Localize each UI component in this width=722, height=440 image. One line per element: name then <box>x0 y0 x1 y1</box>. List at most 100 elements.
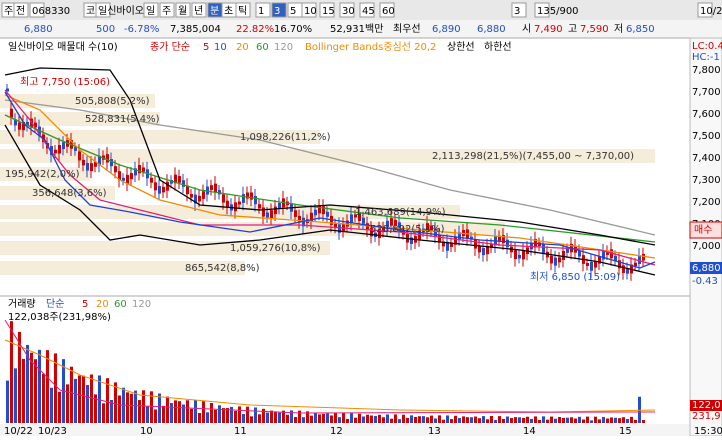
toolbar-item: 월 <box>178 5 187 17</box>
candle-body <box>502 235 505 244</box>
candle-body <box>446 241 449 251</box>
volume-bar <box>474 416 477 423</box>
toolbar-button[interactable] <box>29 2 45 18</box>
time-label: 15:30 <box>694 426 722 436</box>
toolbar-button[interactable] <box>697 2 713 18</box>
info-best-label: 최우선 <box>393 23 421 35</box>
volume-legend: 120 <box>132 299 151 310</box>
toolbar-button[interactable] <box>13 2 29 18</box>
toolbar-item: 분 <box>210 5 219 17</box>
volume-bar <box>590 420 593 423</box>
candle-body <box>478 246 481 253</box>
volume-legend: 거래량 <box>8 298 36 310</box>
volume-bar <box>502 418 505 423</box>
volume-bar <box>542 416 545 423</box>
candle-body <box>550 255 553 264</box>
candle-body <box>250 192 253 200</box>
candle-body <box>514 250 517 260</box>
candle-body <box>398 222 401 232</box>
candle-body <box>618 260 621 269</box>
toolbar-button[interactable] <box>511 2 527 18</box>
volume-bar <box>270 410 273 423</box>
toolbar-button[interactable] <box>235 2 251 18</box>
x-tick-label: 12 <box>330 426 343 436</box>
toolbar-button[interactable] <box>379 2 395 18</box>
volume-bar <box>534 416 537 423</box>
toolbar-button[interactable] <box>255 2 271 18</box>
toolbar-button[interactable] <box>271 2 287 18</box>
volume-bar <box>102 403 105 423</box>
volume-bar <box>386 414 389 423</box>
y-tick-label: 7,000 <box>692 241 721 252</box>
volume-bar <box>294 417 297 423</box>
toolbar-button[interactable] <box>175 2 191 18</box>
toolbar-button[interactable] <box>95 2 111 18</box>
candle-body <box>34 122 37 128</box>
candle-body <box>166 181 169 191</box>
candle-body <box>330 215 333 225</box>
buy-button[interactable] <box>689 221 722 239</box>
toolbar-button[interactable] <box>339 2 355 18</box>
volume-bar <box>282 410 285 423</box>
volume-bar <box>298 410 301 423</box>
info-low-label: 저 <box>614 23 623 35</box>
corner-label: HC:-1 <box>692 52 720 63</box>
volume-bar <box>498 416 501 423</box>
profile-label: 195,942(2,0%) <box>5 169 80 180</box>
toolbar-button[interactable] <box>159 2 175 18</box>
legend-item: 120 <box>274 42 293 53</box>
x-tick-label: 11 <box>234 426 247 436</box>
volume-bar <box>602 416 605 423</box>
volume-bar <box>434 418 437 423</box>
x-tick-label: 14 <box>523 426 536 436</box>
info-high: 7,590 <box>580 24 609 35</box>
candle-body <box>382 227 385 232</box>
candle-body <box>10 108 13 118</box>
candle-body <box>90 163 93 172</box>
candle-body <box>566 248 569 253</box>
volume-bar <box>242 413 245 423</box>
candle-body <box>590 261 593 271</box>
y-tick-label: 7,400 <box>692 153 721 164</box>
volume-bar <box>198 412 201 423</box>
volume-bar <box>546 419 549 423</box>
toolbar-button[interactable] <box>359 2 375 18</box>
volume-legend: 60 <box>114 299 127 310</box>
candle-body <box>58 144 61 154</box>
volume-bar <box>346 418 349 423</box>
volume-bar <box>410 415 413 423</box>
toolbar-button[interactable] <box>319 2 335 18</box>
volume-bar <box>358 413 361 423</box>
x-tick-label: 15 <box>619 426 632 436</box>
volume-bar <box>486 419 489 423</box>
volume-bar <box>634 419 637 423</box>
legend-item: 종가 단순 <box>150 41 190 53</box>
toolbar-button[interactable] <box>301 2 317 18</box>
volume-bar <box>450 419 453 423</box>
toolbar-button[interactable] <box>534 2 550 18</box>
volume-bar <box>94 394 97 423</box>
toolbar-button[interactable] <box>143 2 159 18</box>
candle-body <box>194 194 197 204</box>
profile-label: 2,113,298(21,5%)(7,455,00 ~ 7,370,00) <box>432 151 634 162</box>
y-tick-label: 7,500 <box>692 131 721 142</box>
volume-bar <box>514 417 517 423</box>
volume-bar <box>98 375 101 423</box>
toolbar-item: 일신바이오 <box>98 5 144 17</box>
volume-bars <box>6 321 645 423</box>
info-open: 7,490 <box>534 24 563 35</box>
toolbar-button[interactable] <box>191 2 207 18</box>
candle-body <box>634 262 637 267</box>
candle-body <box>426 223 429 233</box>
volume-bar <box>70 366 73 423</box>
y-tick-label: 7,300 <box>692 175 721 186</box>
candle-body <box>554 257 557 266</box>
volume-bar <box>30 352 33 423</box>
volume-bar <box>326 413 329 423</box>
x-tick-label: 10 <box>140 426 153 436</box>
info-high-label: 고 <box>568 24 577 35</box>
volume-bar <box>250 416 253 423</box>
candle-body <box>302 217 305 227</box>
legend-item: 하한선 <box>484 40 512 53</box>
candle-body <box>442 241 445 247</box>
